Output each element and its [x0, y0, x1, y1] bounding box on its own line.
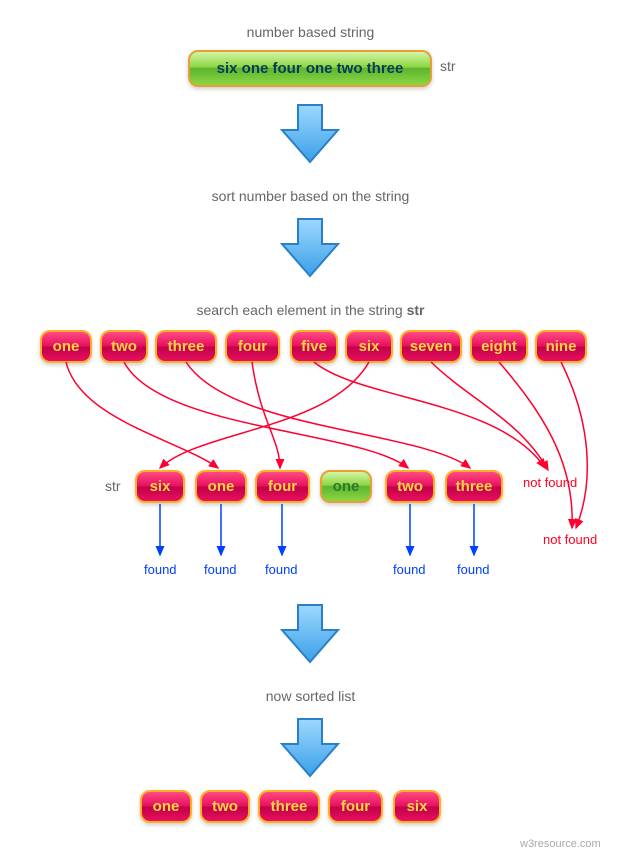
found-4: found [393, 562, 426, 577]
found-3: found [265, 562, 298, 577]
result-pill-two: two [200, 790, 250, 823]
row2-pill-2: four [255, 470, 310, 503]
result-pill-three: three [258, 790, 320, 823]
found-2: found [204, 562, 237, 577]
row2-pill-5: three [445, 470, 503, 503]
row1-pill-seven: seven [400, 330, 462, 363]
str-label-top: str [440, 58, 456, 74]
row1-pill-four: four [225, 330, 280, 363]
caption-sort: sort number based on the string [0, 188, 621, 204]
row1-pill-one: one [40, 330, 92, 363]
result-pill-four: four [328, 790, 383, 823]
big-arrow-3 [278, 600, 342, 670]
row2-pill-4: two [385, 470, 435, 503]
notfound-1: not found [523, 475, 577, 490]
row2-pill-3: one [320, 470, 372, 503]
row2-pill-0: six [135, 470, 185, 503]
big-arrow-4 [278, 714, 342, 784]
row1-pill-five: five [290, 330, 338, 363]
caption-search: search each element in the string str [0, 302, 621, 318]
row1-pill-two: two [100, 330, 148, 363]
result-pill-one: one [140, 790, 192, 823]
row1-pill-three: three [155, 330, 217, 363]
row2-pill-1: one [195, 470, 247, 503]
str-label-mid: str [105, 478, 121, 494]
input-string-pill: six one four one two three [188, 50, 432, 87]
caption-result: now sorted list [0, 688, 621, 704]
row1-pill-nine: nine [535, 330, 587, 363]
caption-top: number based string [0, 24, 621, 40]
row1-pill-six: six [345, 330, 393, 363]
found-1: found [144, 562, 177, 577]
notfound-2: not found [543, 532, 597, 547]
watermark: w3resource.com [520, 838, 601, 850]
result-pill-six: six [393, 790, 441, 823]
found-5: found [457, 562, 490, 577]
big-arrow-1 [278, 100, 342, 170]
row1-pill-eight: eight [470, 330, 528, 363]
big-arrow-2 [278, 214, 342, 284]
